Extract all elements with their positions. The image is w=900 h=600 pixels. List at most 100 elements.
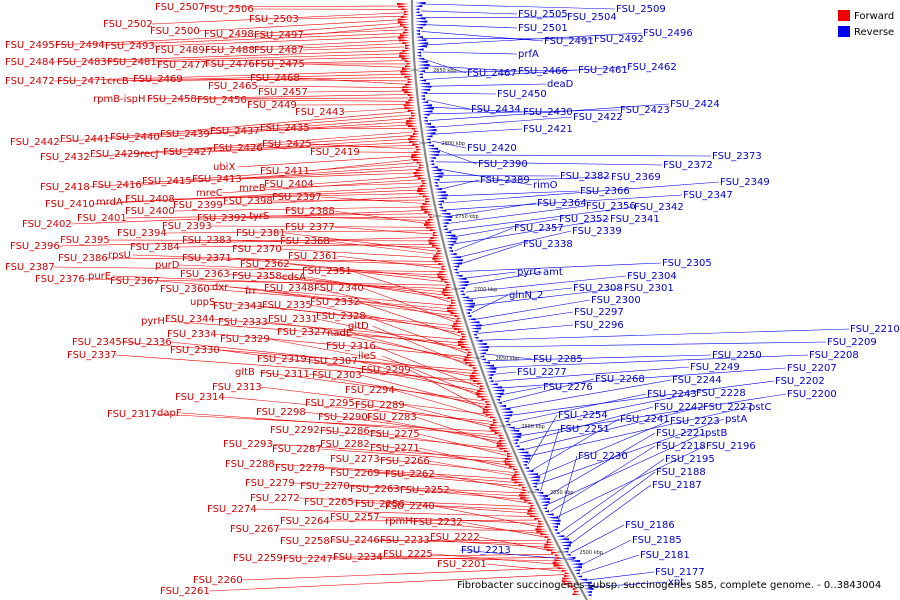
forward-gene-arrow: [472, 372, 480, 375]
reverse-gene-arrow: [538, 497, 551, 501]
forward-gene-label: FSU_2487: [254, 45, 304, 56]
reverse-gene-arrow: [565, 553, 571, 556]
reverse-gene-label: FSU_2372: [663, 160, 713, 171]
reverse-gene-arrow: [443, 228, 448, 231]
forward-connector-line: [374, 345, 480, 388]
forward-gene-label: FSU_2489: [155, 45, 205, 56]
reverse-gene-label: FSU_2504: [567, 12, 617, 23]
forward-gene-label: FSU_2252: [400, 485, 450, 496]
forward-gene-arrow: [536, 525, 546, 528]
forward-gene-arrow: [446, 283, 452, 286]
forward-gene-arrow: [485, 413, 496, 416]
forward-connector-line: [103, 32, 404, 46]
forward-connector-line: [158, 118, 412, 138]
forward-gene-arrow: [412, 132, 420, 136]
forward-gene-arrow: [429, 216, 435, 219]
forward-gene-arrow: [426, 226, 437, 229]
forward-gene-arrow: [425, 221, 436, 224]
reverse-gene-label: pstC: [749, 402, 771, 413]
forward-gene-arrow: [409, 96, 415, 99]
forward-gene-label: FSU_2337: [67, 350, 117, 361]
forward-gene-arrow: [432, 244, 442, 247]
forward-gene-arrow: [451, 301, 457, 305]
forward-gene-arrow: [440, 278, 450, 281]
forward-connector-line: [372, 325, 472, 368]
forward-connector-line: [328, 240, 438, 255]
reverse-gene-arrow: [418, 76, 423, 79]
forward-connector-line: [393, 389, 492, 419]
forward-gene-label: FSU_2456: [197, 95, 247, 106]
forward-connector-line: [284, 232, 437, 252]
forward-gene-arrow: [521, 486, 527, 489]
tick-label: 2650 kbp: [496, 356, 520, 362]
reverse-gene-arrow: [432, 178, 440, 181]
forward-gene-arrow: [399, 54, 411, 58]
forward-gene-arrow: [405, 65, 412, 68]
forward-gene-arrow: [407, 93, 415, 97]
forward-gene-arrow: [473, 379, 483, 383]
forward-gene-label: FSU_2458: [147, 94, 197, 105]
reverse-gene-label: FSU_2501: [518, 23, 568, 34]
forward-gene-label: crcB: [107, 76, 129, 87]
forward-gene-arrow: [398, 36, 410, 39]
reverse-gene-arrow: [430, 166, 438, 169]
reverse-connector-lines: [420, 3, 850, 588]
reverse-gene-arrow: [466, 315, 472, 318]
forward-gene-arrow: [564, 582, 576, 585]
forward-gene-label: FSU_2259: [233, 553, 283, 564]
forward-gene-arrow: [406, 62, 412, 65]
forward-gene-label: FSU_2360: [160, 284, 210, 295]
forward-gene-label: FSU_2240: [385, 501, 435, 512]
forward-gene-arrow: [454, 314, 461, 318]
reverse-gene-label: FSU_2491: [544, 36, 594, 47]
reverse-gene-arrow: [469, 324, 482, 327]
forward-gene-arrow: [536, 530, 549, 533]
forward-gene-label: FSU_2294: [345, 385, 395, 396]
forward-connector-line: [108, 114, 411, 140]
forward-gene-arrow: [499, 447, 510, 450]
reverse-gene-arrow: [480, 355, 485, 358]
forward-gene-arrow: [432, 257, 445, 260]
reverse-gene-arrow: [420, 94, 425, 98]
forward-connector-line: [263, 290, 455, 317]
reverse-gene-label: glnN_2: [509, 290, 543, 301]
reverse-connector-line: [420, 3, 616, 10]
reverse-gene-arrow: [554, 532, 560, 535]
forward-gene-arrow: [397, 18, 410, 21]
forward-connector-line: [173, 193, 424, 200]
forward-gene-arrow: [422, 182, 428, 185]
reverse-gene-arrow: [425, 135, 433, 138]
forward-connector-line: [53, 29, 404, 46]
reverse-gene-arrow: [514, 445, 520, 448]
reverse-connector-line: [435, 161, 663, 166]
forward-gene-label: FSU_2269: [330, 468, 380, 479]
forward-connector-line: [253, 43, 405, 51]
reverse-connector-line: [426, 92, 497, 95]
forward-gene-label: FSU_2293: [223, 439, 273, 450]
forward-gene-arrow: [411, 114, 417, 117]
reverse-connector-line: [456, 230, 572, 259]
reverse-gene-arrow: [431, 172, 444, 175]
reverse-gene-arrow: [481, 358, 486, 361]
reverse-gene-arrow: [580, 581, 592, 584]
forward-gene-label: FSU_2388: [285, 206, 335, 217]
reverse-connector-line: [439, 176, 611, 183]
reverse-connector-line: [489, 354, 809, 368]
forward-gene-arrow: [424, 223, 437, 227]
reverse-connector-line: [563, 471, 656, 540]
forward-gene-arrow: [404, 47, 411, 50]
forward-gene-arrow: [399, 34, 410, 37]
reverse-gene-arrow: [420, 91, 428, 94]
reverse-gene-label: FSU_2223: [670, 416, 720, 427]
reverse-connector-line: [519, 406, 654, 444]
reverse-gene-arrow: [427, 147, 438, 150]
reverse-gene-arrow: [439, 212, 451, 215]
reverse-gene-arrow: [474, 339, 483, 342]
reverse-gene-arrow: [463, 305, 475, 308]
reverse-gene-label: FSU_2461: [578, 65, 628, 76]
forward-gene-label: FSU_2362: [240, 259, 290, 270]
forward-gene-arrow: [540, 533, 550, 536]
forward-gene-label: dxr: [212, 282, 229, 293]
forward-gene-label: FSU_2264: [280, 516, 330, 527]
forward-connector-line: [323, 467, 519, 483]
